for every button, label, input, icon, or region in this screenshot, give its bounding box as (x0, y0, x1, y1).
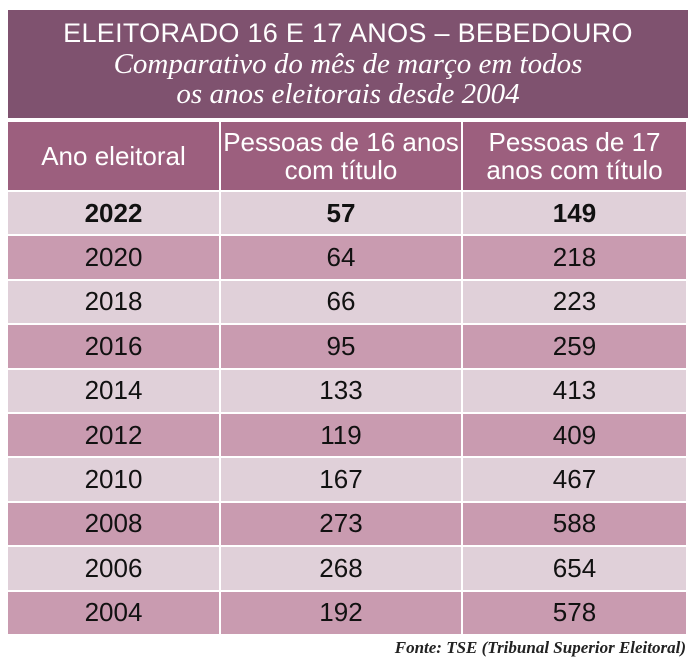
table-row: 2020 64 218 (8, 236, 686, 279)
cell-17: 409 (463, 413, 686, 457)
cell-17: 259 (463, 325, 686, 368)
cell-17: 467 (463, 458, 686, 501)
cell-year: 2016 (8, 325, 219, 368)
table-row: 2022 57 149 (8, 192, 686, 235)
subtitle-line-1: Comparativo do mês de março em todos (113, 48, 583, 80)
cell-17: 149 (463, 192, 686, 235)
table-row: 2014 133 413 (8, 369, 686, 412)
cell-year: 2012 (8, 413, 219, 457)
cell-17: 223 (463, 280, 686, 324)
title-banner: ELEITORADO 16 E 17 ANOS – BEBEDOURO Comp… (8, 10, 688, 118)
cell-16: 273 (221, 502, 461, 546)
cell-16: 268 (221, 547, 461, 590)
cell-year: 2004 (8, 591, 219, 634)
cell-17: 588 (463, 502, 686, 546)
cell-year: 2010 (8, 458, 219, 501)
source-note: Fonte: TSE (Tribunal Superior Eleitoral) (394, 638, 686, 657)
subtitle-line-2: os anos eleitorais desde 2004 (176, 78, 520, 110)
table-row: 2018 66 223 (8, 280, 686, 324)
cell-17: 413 (463, 369, 686, 412)
cell-16: 167 (221, 458, 461, 501)
table-row: 2012 119 409 (8, 413, 686, 457)
table-row: 2006 268 654 (8, 547, 686, 590)
header-16: Pessoas de 16 anos com título (221, 122, 461, 190)
table-row: 2010 167 467 (8, 458, 686, 501)
cell-16: 192 (221, 591, 461, 634)
cell-year: 2018 (8, 280, 219, 324)
cell-16: 133 (221, 369, 461, 412)
cell-year: 2014 (8, 369, 219, 412)
header-row: Ano eleitoral Pessoas de 16 anos com tít… (8, 122, 686, 190)
cell-17: 578 (463, 591, 686, 634)
table-title: ELEITORADO 16 E 17 ANOS – BEBEDOURO (63, 18, 633, 48)
cell-17: 654 (463, 547, 686, 590)
table-row: 2016 95 259 (8, 325, 686, 368)
header-17: Pessoas de 17 anos com título (463, 122, 686, 190)
cell-16: 57 (221, 192, 461, 235)
table-row: 2004 192 578 (8, 591, 686, 634)
header-16-text: Pessoas de 16 anos com título (223, 127, 459, 185)
data-table: Ano eleitoral Pessoas de 16 anos com tít… (6, 120, 688, 636)
cell-16: 66 (221, 280, 461, 324)
cell-16: 64 (221, 236, 461, 279)
cell-16: 95 (221, 325, 461, 368)
cell-16: 119 (221, 413, 461, 457)
table-row: 2008 273 588 (8, 502, 686, 546)
cell-year: 2020 (8, 236, 219, 279)
cell-year: 2006 (8, 547, 219, 590)
cell-year: 2008 (8, 502, 219, 546)
cell-year: 2022 (8, 192, 219, 235)
header-year: Ano eleitoral (8, 122, 219, 190)
header-17-text: Pessoas de 17 anos com título (486, 127, 663, 185)
cell-17: 218 (463, 236, 686, 279)
